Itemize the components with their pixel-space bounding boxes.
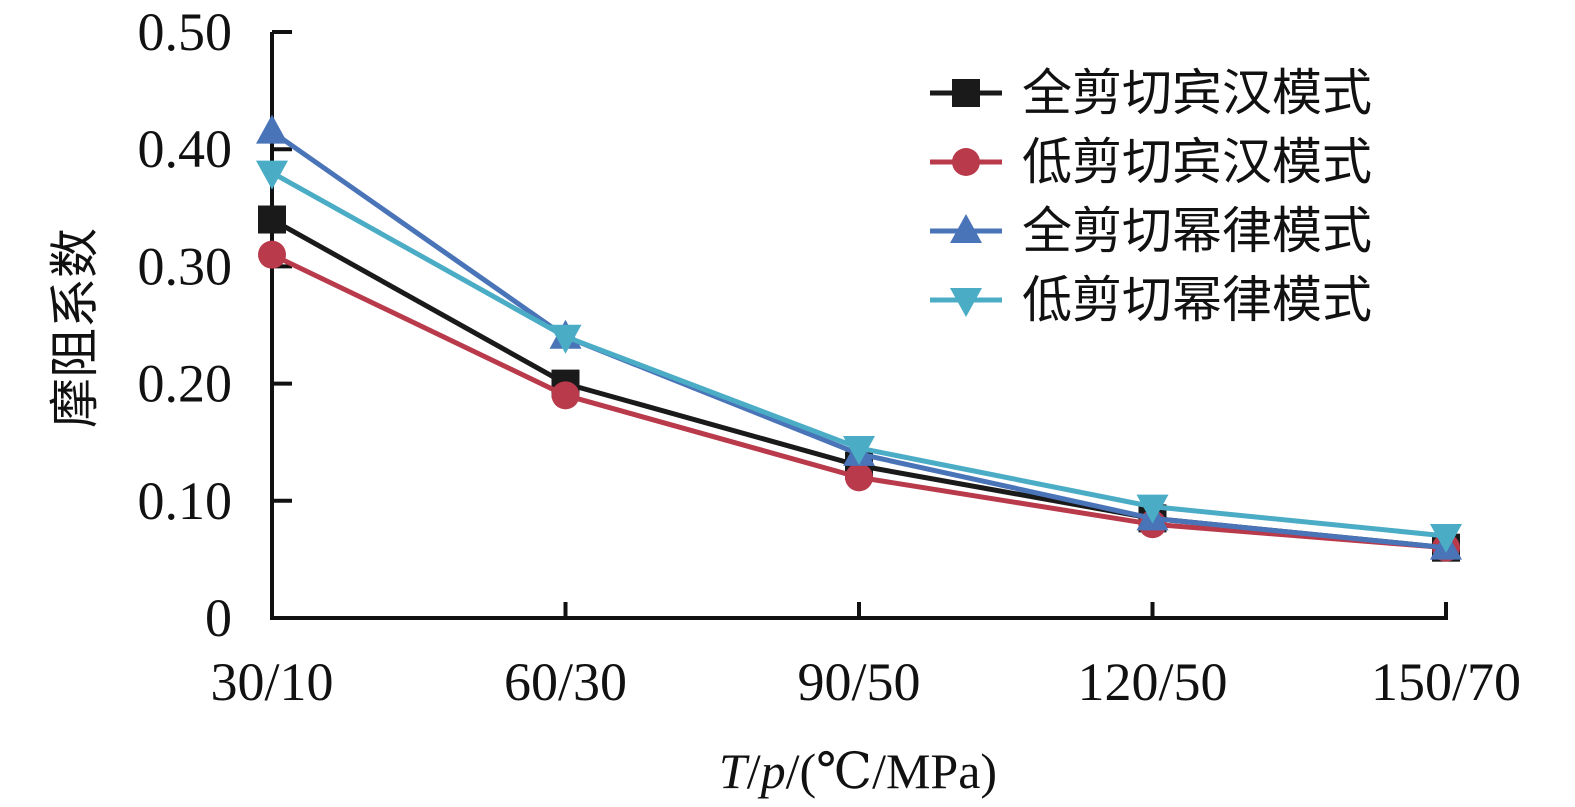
- data-point: [256, 160, 288, 190]
- series-4: [256, 160, 1462, 553]
- y-tick-label: 0.50: [138, 2, 233, 62]
- y-tick-label: 0.40: [138, 119, 233, 179]
- data-point: [843, 436, 875, 466]
- data-point: [258, 205, 286, 234]
- legend-marker: [950, 288, 982, 317]
- legend-item: 全剪切宾汉模式: [930, 65, 1372, 121]
- legend-label: 低剪切幂律模式: [1022, 272, 1372, 328]
- data-point: [549, 324, 582, 354]
- legend-label: 低剪切宾汉模式: [1022, 134, 1372, 190]
- x-tick-label: 60/30: [504, 652, 627, 712]
- y-tick-label: 0.10: [138, 471, 233, 531]
- legend-item: 低剪切幂律模式: [930, 272, 1372, 328]
- y-axis-title: 摩阻系数: [47, 228, 103, 428]
- legend-marker: [950, 214, 982, 243]
- legend-marker: [952, 79, 980, 107]
- data-point: [845, 463, 873, 492]
- data-point: [256, 114, 288, 144]
- y-tick-label: 0.30: [138, 236, 233, 296]
- legend-marker: [952, 148, 980, 176]
- x-axis-title-var2: p: [758, 743, 786, 799]
- x-axis-title-unit: /(℃/MPa): [786, 743, 997, 799]
- legend-label: 全剪切宾汉模式: [1022, 65, 1372, 121]
- y-tick-label: 0: [205, 588, 232, 648]
- x-tick-label: 150/70: [1371, 652, 1521, 712]
- data-point: [1430, 523, 1462, 553]
- x-axis-title-var1: T: [719, 743, 750, 799]
- series-layer: [256, 114, 1462, 562]
- data-point: [551, 381, 580, 410]
- axis-ticks: 0 0.10 0.20 0.30 0.40 0.50 30/10 60/30 90/50 120/…: [138, 2, 1522, 712]
- legend-item: 低剪切宾汉模式: [930, 134, 1372, 190]
- data-point: [258, 240, 286, 269]
- legend-label: 全剪切幂律模式: [1022, 203, 1372, 259]
- x-tick-label: 120/50: [1077, 652, 1227, 712]
- data-point: [1136, 494, 1169, 524]
- y-tick-label: 0.20: [138, 354, 233, 414]
- x-tick-label: 90/50: [797, 652, 920, 712]
- x-tick-label: 30/10: [210, 652, 333, 712]
- legend-item: 全剪切幂律模式: [930, 203, 1372, 259]
- x-axis-title: T/p/(℃/MPa): [719, 743, 997, 799]
- x-axis-title-sep1: /: [747, 743, 761, 799]
